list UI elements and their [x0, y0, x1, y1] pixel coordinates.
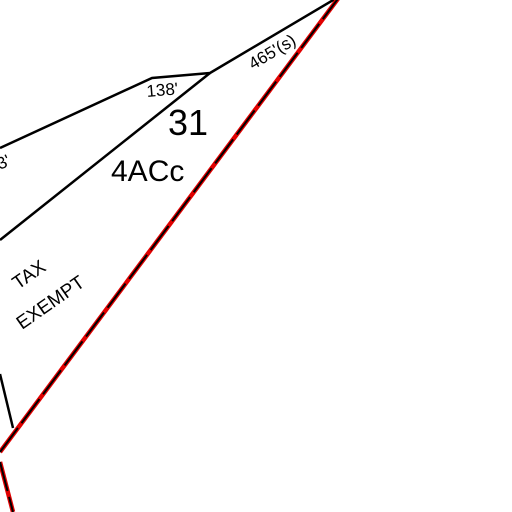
parcel-area: 4ACc [111, 155, 184, 188]
dash-line [0, 0, 339, 453]
parcel-boundary [0, 0, 336, 150]
parcel-boundary [0, 373, 15, 429]
dimension-label: 138' [146, 79, 179, 101]
parcel-number: 31 [168, 102, 208, 143]
dash-line [0, 461, 14, 512]
parcel-lines [0, 0, 336, 429]
parcel-boundary [0, 72, 211, 241]
right-of-way-line [0, 0, 340, 512]
